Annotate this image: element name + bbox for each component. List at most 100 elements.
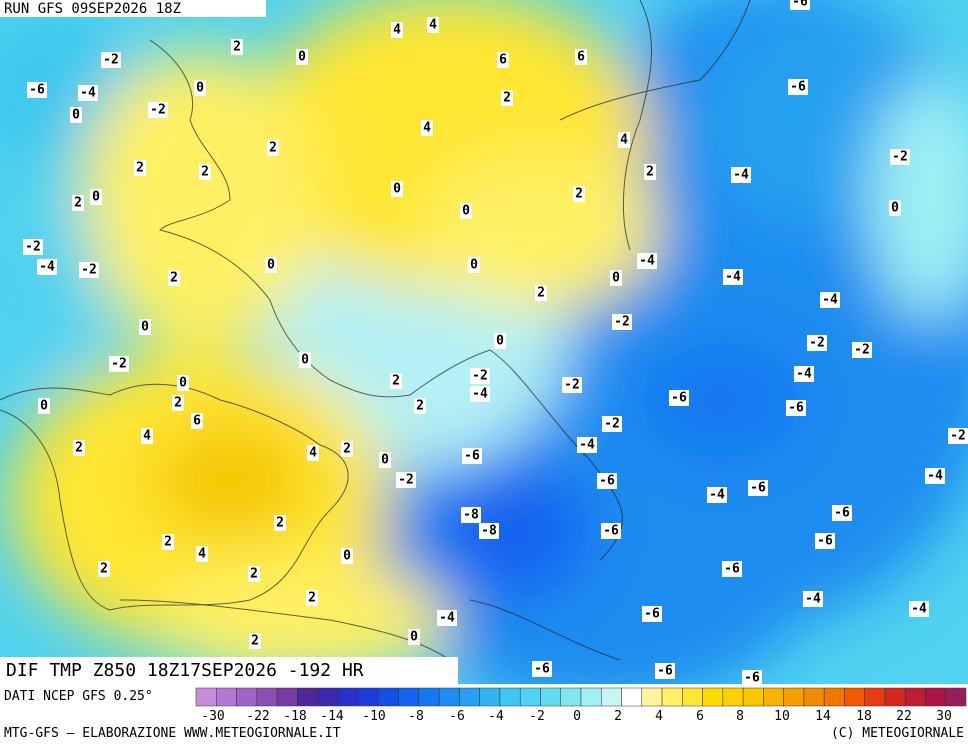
label-bg — [37, 259, 57, 275]
colorbar-swatch — [925, 687, 946, 707]
contour-label: -4 — [796, 367, 812, 382]
label-bg — [98, 561, 110, 577]
contour-label: 0 — [470, 258, 478, 273]
label-bg — [408, 629, 420, 645]
contour-label: 2 — [503, 91, 511, 106]
contour-label: -6 — [644, 607, 660, 622]
label-bg — [497, 52, 509, 68]
label-bg — [788, 79, 808, 95]
contour-label: 2 — [343, 442, 351, 457]
colorbar-swatch — [641, 687, 663, 707]
contour-label: -2 — [150, 103, 166, 118]
map-title: DIF TMP Z850 18Z17SEP2026 -192 HR — [6, 660, 364, 681]
contour-label: 0 — [496, 334, 504, 349]
label-bg — [748, 480, 768, 496]
contour-label: -6 — [603, 524, 619, 539]
contour-label: 0 — [891, 201, 899, 216]
contour-label: -6 — [792, 0, 808, 10]
colorbar-tick: -8 — [408, 709, 424, 724]
contour-label: 2 — [537, 286, 545, 301]
contour-label: -4 — [439, 611, 455, 626]
label-bg — [462, 448, 482, 464]
contour-label: -4 — [472, 387, 488, 402]
label-bg — [390, 373, 402, 389]
contour-label: -6 — [788, 401, 804, 416]
contour-label: 2 — [575, 187, 583, 202]
colorbar-swatch — [317, 687, 339, 707]
contour-label: -6 — [599, 474, 615, 489]
label-bg — [794, 366, 814, 382]
label-bg — [501, 90, 513, 106]
colorbar-tick: -4 — [488, 709, 504, 724]
contour-label: -2 — [81, 263, 97, 278]
label-bg — [299, 352, 311, 368]
label-bg — [90, 189, 102, 205]
label-bg — [468, 257, 480, 273]
label-bg — [820, 292, 840, 308]
copyright-label: (C) METEOGIORNALE — [831, 726, 964, 741]
contour-label: 6 — [499, 53, 507, 68]
contour-label: 2 — [201, 165, 209, 180]
label-bg — [101, 52, 121, 68]
label-bg — [79, 262, 99, 278]
colorbar-swatch — [418, 687, 440, 707]
source-label: DATI NCEP GFS 0.25° — [4, 689, 153, 704]
label-bg — [27, 82, 47, 98]
label-bg — [602, 416, 622, 432]
colorbar-tick: 0 — [573, 709, 581, 724]
contour-label: 2 — [74, 196, 82, 211]
colorbar-swatch — [216, 687, 237, 707]
label-bg — [460, 203, 472, 219]
colorbar-swatch — [519, 687, 541, 707]
contour-label: 0 — [343, 549, 351, 564]
contour-label: 2 — [100, 562, 108, 577]
contour-label: -4 — [709, 488, 725, 503]
label-bg — [948, 428, 968, 444]
label-bg — [231, 39, 243, 55]
contour-label: -4 — [725, 270, 741, 285]
label-bg — [577, 437, 597, 453]
colorbar-swatch — [803, 687, 825, 707]
contour-label: -2 — [103, 53, 119, 68]
contour-label: -6 — [29, 83, 45, 98]
label-bg — [925, 468, 945, 484]
contour-label: -8 — [463, 508, 479, 523]
label-bg — [573, 186, 585, 202]
label-bg — [562, 377, 582, 393]
label-bg — [535, 285, 547, 301]
colorbar-swatch — [621, 687, 643, 707]
label-bg — [414, 398, 426, 414]
colorbar-swatch — [236, 687, 258, 707]
colorbar-tick: 10 — [774, 709, 790, 724]
credit-label: MTG-GFS — ELABORAZIONE WWW.METEOGIORNALE… — [4, 726, 341, 741]
contour-label: -2 — [472, 369, 488, 384]
title-box — [0, 657, 458, 684]
contour-label: -6 — [671, 391, 687, 406]
label-bg — [790, 0, 810, 10]
label-bg — [642, 606, 662, 622]
colorbar-swatch — [499, 687, 521, 707]
label-bg — [177, 375, 189, 391]
label-bg — [852, 342, 872, 358]
label-bg — [396, 472, 416, 488]
contour-label: -2 — [398, 473, 414, 488]
colorbar-tick: -18 — [283, 709, 306, 724]
label-bg — [109, 356, 129, 372]
label-bg — [731, 167, 751, 183]
colorbar-swatch — [357, 687, 379, 707]
label-bg — [803, 591, 823, 607]
colorbar-swatch — [540, 687, 561, 707]
label-bg — [391, 181, 403, 197]
colorbar-tick: -22 — [246, 709, 269, 724]
colorbar-swatch — [661, 687, 683, 707]
contour-label: 0 — [92, 190, 100, 205]
contour-label: 4 — [429, 18, 437, 33]
contour-label: -8 — [481, 524, 497, 539]
label-bg — [889, 200, 901, 216]
label-bg — [470, 386, 490, 402]
contour-label: -2 — [564, 378, 580, 393]
contour-label: 2 — [250, 567, 258, 582]
contour-label: -4 — [927, 469, 943, 484]
